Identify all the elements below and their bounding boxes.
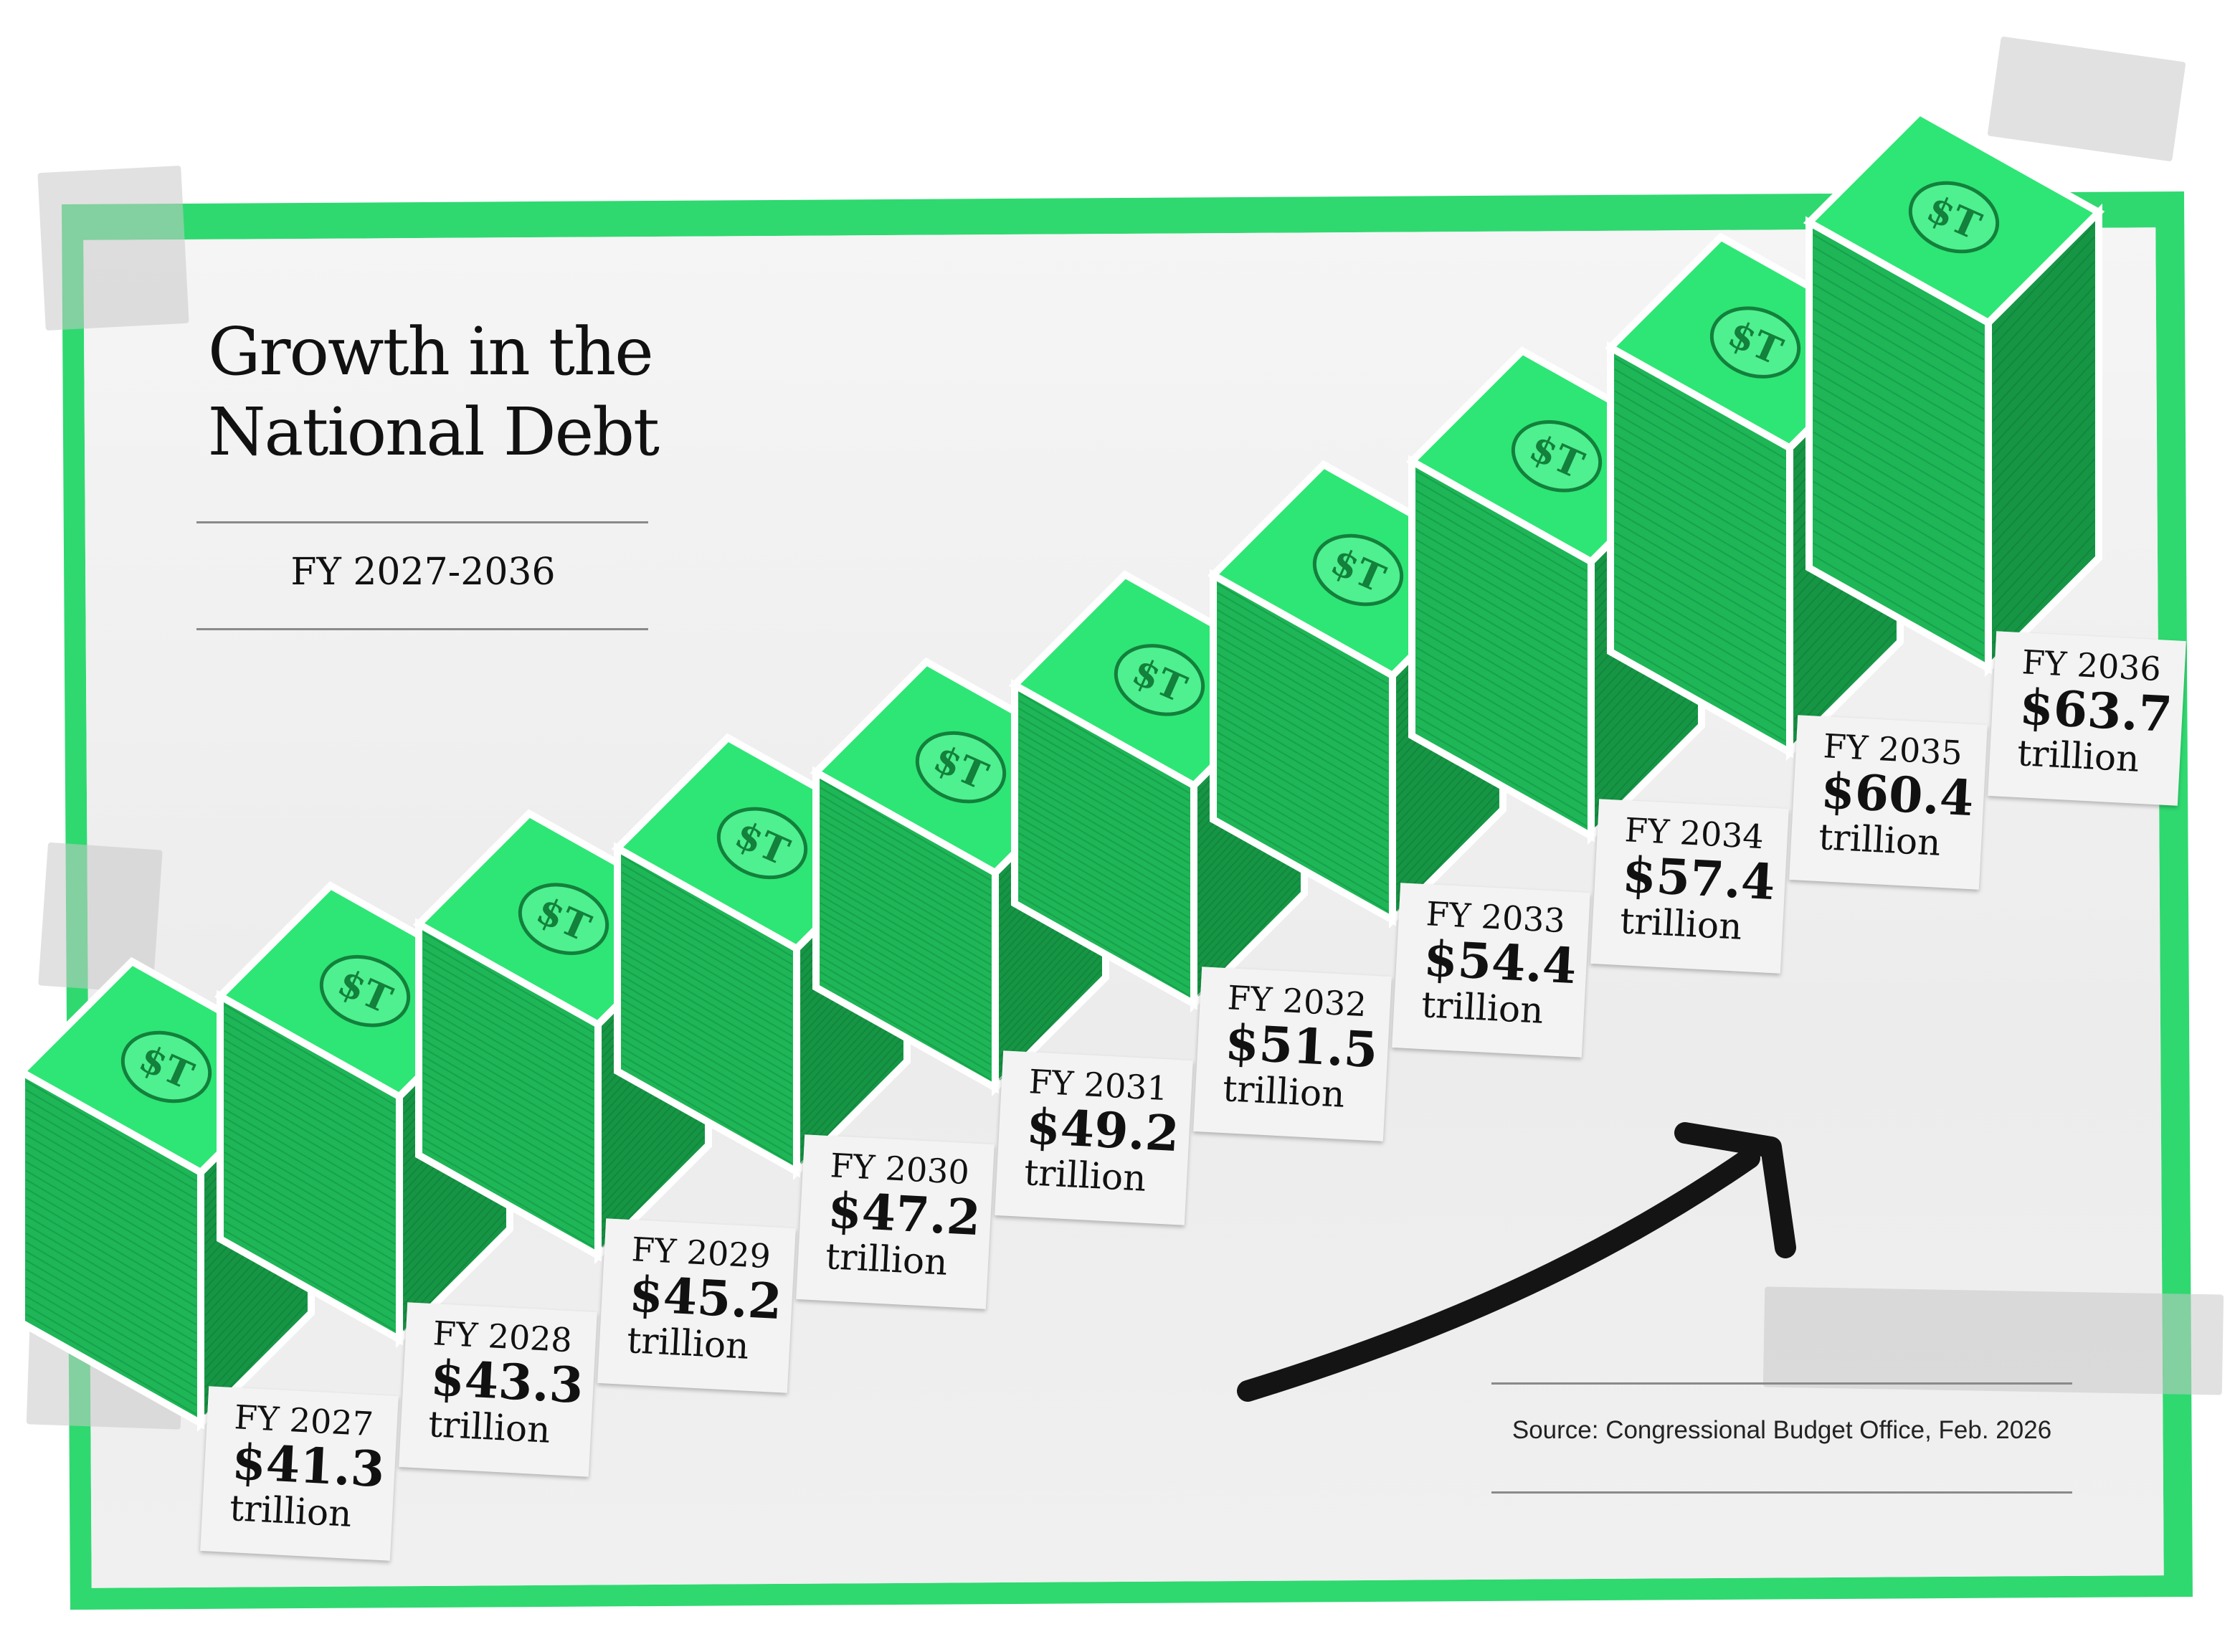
label-value: $43.3 — [429, 1349, 585, 1415]
value-label-2: FY 2028 $43.3 trillion — [399, 1302, 597, 1477]
money-stack-10: $T — [1803, 107, 2105, 678]
label-value: $41.3 — [230, 1433, 386, 1499]
value-label-4: FY 2030 $47.2 trillion — [796, 1134, 995, 1309]
title-rule-top — [196, 521, 648, 523]
source-rule-bottom — [1491, 1491, 2072, 1494]
source-note: Source: Congressional Budget Office, Feb… — [1512, 1416, 2052, 1444]
bill-seal — [319, 954, 411, 1027]
label-value: $49.2 — [1025, 1098, 1181, 1164]
label-value: $57.4 — [1621, 846, 1777, 912]
label-value: $51.5 — [1223, 1014, 1380, 1080]
title-line-1: Growth in the — [208, 313, 654, 390]
value-label-9: FY 2035 $60.4 trillion — [1789, 715, 1988, 890]
label-value: $54.4 — [1422, 930, 1578, 996]
value-label-1: FY 2027 $41.3 trillion — [200, 1386, 399, 1561]
bill-seal — [1709, 306, 1801, 379]
value-label-3: FY 2029 $45.2 trillion — [597, 1218, 796, 1393]
bill-seal — [1908, 181, 2000, 254]
chart-subtitle: FY 2027-2036 — [290, 551, 556, 594]
value-label-5: FY 2031 $49.2 trillion — [995, 1050, 1193, 1225]
bill-seal — [1511, 420, 1603, 493]
label-value: $63.7 — [2018, 678, 2174, 744]
value-label-6: FY 2032 $51.5 trillion — [1193, 967, 1392, 1141]
bill-seal — [1114, 644, 1205, 716]
chart-title: Growth in the National Debt — [208, 312, 710, 473]
trend-arrow — [1237, 1122, 1796, 1402]
label-value: $60.4 — [1819, 762, 1975, 828]
label-value: $47.2 — [826, 1182, 982, 1248]
bill-seal — [716, 807, 808, 880]
value-label-7: FY 2033 $54.4 trillion — [1392, 883, 1590, 1058]
value-label-8: FY 2034 $57.4 trillion — [1590, 799, 1789, 974]
bill-seal — [915, 731, 1007, 804]
bill-seal — [120, 1030, 212, 1103]
value-label-10: FY 2036 $63.7 trillion — [1988, 631, 2186, 806]
title-rule-bottom — [196, 628, 648, 630]
bill-seal — [518, 883, 609, 955]
bill-seal — [1312, 533, 1404, 607]
source-rule-top — [1491, 1382, 2072, 1385]
title-line-2: National Debt — [208, 394, 660, 470]
label-value: $45.2 — [627, 1266, 784, 1331]
